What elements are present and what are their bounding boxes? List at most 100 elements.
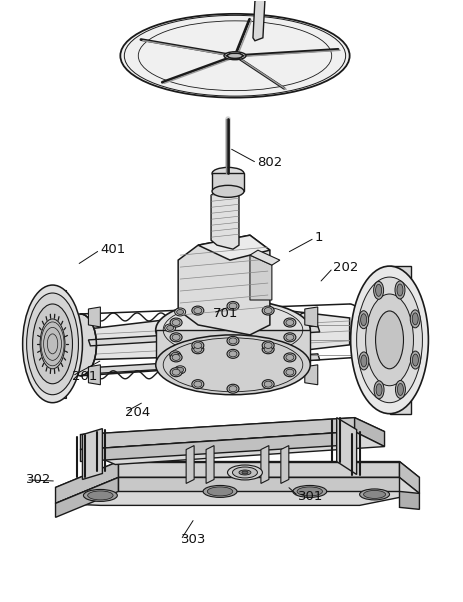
Ellipse shape xyxy=(286,355,294,361)
Ellipse shape xyxy=(297,487,322,496)
Polygon shape xyxy=(56,462,419,489)
Polygon shape xyxy=(250,250,280,265)
Ellipse shape xyxy=(177,309,184,314)
Ellipse shape xyxy=(227,384,239,393)
Polygon shape xyxy=(400,462,419,494)
Ellipse shape xyxy=(227,465,263,480)
Polygon shape xyxy=(81,418,355,450)
Ellipse shape xyxy=(360,489,389,500)
Polygon shape xyxy=(250,255,272,300)
Ellipse shape xyxy=(229,386,237,392)
Ellipse shape xyxy=(203,485,237,497)
Polygon shape xyxy=(305,365,318,385)
Ellipse shape xyxy=(212,167,244,179)
Ellipse shape xyxy=(227,349,239,358)
Ellipse shape xyxy=(232,467,257,478)
Text: 1: 1 xyxy=(314,232,323,244)
Ellipse shape xyxy=(284,318,296,327)
Ellipse shape xyxy=(172,355,180,361)
Ellipse shape xyxy=(286,369,294,375)
Polygon shape xyxy=(281,445,289,483)
Ellipse shape xyxy=(227,53,243,58)
Ellipse shape xyxy=(377,355,386,369)
Polygon shape xyxy=(56,477,419,506)
Ellipse shape xyxy=(262,380,274,389)
Polygon shape xyxy=(389,266,412,414)
Ellipse shape xyxy=(177,367,184,372)
Ellipse shape xyxy=(284,333,296,342)
Polygon shape xyxy=(206,445,214,483)
Polygon shape xyxy=(50,290,67,398)
Polygon shape xyxy=(82,429,102,479)
Ellipse shape xyxy=(286,334,294,340)
Ellipse shape xyxy=(264,343,272,349)
Ellipse shape xyxy=(172,320,180,326)
Polygon shape xyxy=(88,354,320,374)
Ellipse shape xyxy=(26,293,78,395)
Ellipse shape xyxy=(284,368,296,377)
Ellipse shape xyxy=(227,337,239,346)
Ellipse shape xyxy=(286,320,294,326)
Ellipse shape xyxy=(264,346,272,352)
Ellipse shape xyxy=(170,333,182,342)
Polygon shape xyxy=(217,187,239,194)
Ellipse shape xyxy=(88,491,113,500)
Ellipse shape xyxy=(172,352,179,358)
Ellipse shape xyxy=(293,485,327,497)
Ellipse shape xyxy=(410,351,420,369)
Ellipse shape xyxy=(363,491,386,498)
Polygon shape xyxy=(253,0,265,41)
Ellipse shape xyxy=(375,284,382,296)
Ellipse shape xyxy=(227,302,239,311)
Ellipse shape xyxy=(395,281,405,299)
Ellipse shape xyxy=(167,326,174,330)
Ellipse shape xyxy=(229,338,237,344)
Ellipse shape xyxy=(64,314,96,376)
Polygon shape xyxy=(156,330,310,365)
Polygon shape xyxy=(211,187,239,249)
Ellipse shape xyxy=(170,318,182,327)
Polygon shape xyxy=(198,235,270,260)
Ellipse shape xyxy=(395,380,406,399)
Ellipse shape xyxy=(83,489,117,501)
Ellipse shape xyxy=(374,281,384,299)
Polygon shape xyxy=(88,307,100,327)
Text: 701: 701 xyxy=(213,306,238,320)
Ellipse shape xyxy=(359,352,369,370)
Ellipse shape xyxy=(377,311,386,326)
Ellipse shape xyxy=(175,366,186,374)
Ellipse shape xyxy=(284,353,296,362)
Polygon shape xyxy=(56,477,119,517)
Ellipse shape xyxy=(412,313,418,325)
Ellipse shape xyxy=(229,303,237,309)
Ellipse shape xyxy=(410,310,420,328)
Polygon shape xyxy=(88,326,320,346)
Polygon shape xyxy=(81,432,385,465)
Ellipse shape xyxy=(212,185,244,197)
Text: 202: 202 xyxy=(333,261,358,275)
Ellipse shape xyxy=(413,354,419,366)
Polygon shape xyxy=(88,365,100,385)
Polygon shape xyxy=(81,432,355,462)
Polygon shape xyxy=(400,491,419,509)
Ellipse shape xyxy=(207,487,233,496)
Ellipse shape xyxy=(169,351,181,359)
Ellipse shape xyxy=(361,355,367,367)
Ellipse shape xyxy=(262,345,274,354)
Ellipse shape xyxy=(264,308,272,314)
Ellipse shape xyxy=(376,384,382,396)
Polygon shape xyxy=(355,418,385,447)
Ellipse shape xyxy=(262,306,274,315)
Polygon shape xyxy=(81,308,350,360)
Ellipse shape xyxy=(165,324,175,332)
Text: 401: 401 xyxy=(100,243,125,256)
Text: 301: 301 xyxy=(299,489,324,503)
Ellipse shape xyxy=(239,470,251,475)
Ellipse shape xyxy=(23,285,82,403)
Ellipse shape xyxy=(192,341,204,350)
Polygon shape xyxy=(119,462,400,477)
Ellipse shape xyxy=(357,277,422,403)
Text: 204: 204 xyxy=(125,406,150,418)
Ellipse shape xyxy=(361,314,367,326)
Polygon shape xyxy=(261,445,269,483)
